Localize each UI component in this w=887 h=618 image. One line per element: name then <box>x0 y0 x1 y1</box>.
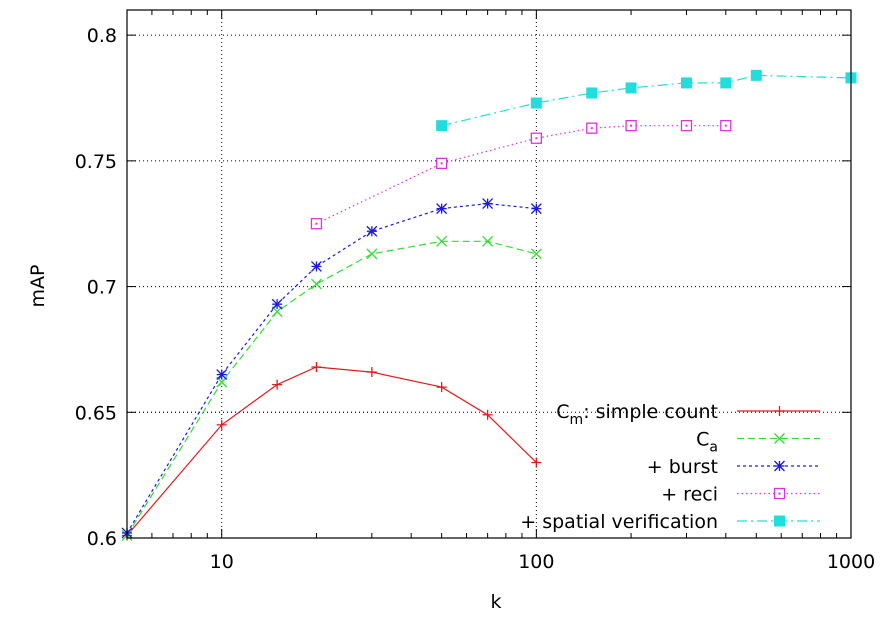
series-3 <box>310 120 732 230</box>
data-point <box>310 218 323 230</box>
data-point <box>720 120 732 132</box>
legend-entry-3: + reci <box>661 484 820 506</box>
y-tick-label: 0.7 <box>87 277 117 299</box>
legend-name: + spatial verification <box>520 511 718 533</box>
legend-name: C <box>556 401 569 423</box>
legend-subscript: a <box>709 440 718 456</box>
y-tick-label: 0.75 <box>75 151 117 173</box>
x-tick-label: 100 <box>518 551 554 573</box>
legend-entry-0: Cm: simple count <box>556 401 820 428</box>
data-point <box>482 198 494 210</box>
data-point <box>436 382 447 393</box>
data-point <box>720 77 732 89</box>
data-point <box>216 419 227 430</box>
legend-name: + burst <box>647 456 718 478</box>
legend-label: Ca <box>696 429 718 456</box>
series-line <box>126 202 537 534</box>
data-point <box>530 132 543 144</box>
data-point <box>366 225 378 237</box>
data-point <box>625 82 637 94</box>
legend-suffix: : simple count <box>583 401 718 423</box>
legend-label: + reci <box>661 484 718 506</box>
data-point <box>311 362 322 373</box>
legend-name: C <box>696 429 709 451</box>
legend-entry-1: Ca <box>696 429 820 456</box>
data-point <box>680 77 692 89</box>
data-point <box>586 87 598 99</box>
data-point <box>435 157 448 170</box>
data-point <box>531 457 542 468</box>
data-point <box>586 122 598 134</box>
legend-label: Cm: simple count <box>556 401 718 428</box>
series-0 <box>122 362 542 541</box>
series-line <box>126 240 537 536</box>
legend-name: + reci <box>661 484 718 506</box>
legend-marker <box>773 487 786 500</box>
series-line <box>126 366 537 536</box>
data-point <box>530 248 542 260</box>
data-point <box>310 278 322 290</box>
data-point <box>436 120 448 132</box>
legend-marker <box>774 406 785 416</box>
legend-label: + burst <box>647 456 718 478</box>
y-tick-label: 0.8 <box>87 25 117 47</box>
data-point <box>436 235 448 247</box>
data-point <box>625 120 637 132</box>
legend-marker <box>774 433 785 444</box>
data-point <box>482 235 494 247</box>
series-4 <box>436 69 857 132</box>
x-tick-label: 10 <box>210 551 234 573</box>
data-point <box>310 260 322 272</box>
y-tick-label: 0.65 <box>75 402 117 424</box>
data-point <box>680 120 693 132</box>
data-point <box>436 203 448 215</box>
legend-subscript: m <box>570 412 584 428</box>
legend-marker <box>774 460 785 472</box>
legend-entry-4: + spatial verification <box>520 511 820 533</box>
data-point <box>750 69 762 81</box>
data-point <box>271 298 283 310</box>
x-axis-label: k <box>490 591 501 613</box>
data-point <box>272 379 283 390</box>
data-point <box>366 248 378 260</box>
y-tick-label: 0.6 <box>87 528 117 550</box>
data-point <box>366 367 377 378</box>
legend-label: + spatial verification <box>520 511 718 533</box>
axes: 0.6 0.65 0.7 0.75 0.8 10 100 1000 <box>75 9 875 573</box>
data-point <box>530 97 542 109</box>
series-layer <box>121 69 857 541</box>
legend-marker <box>774 515 785 527</box>
data-point <box>530 203 542 215</box>
data-point <box>216 369 228 381</box>
legend-entry-2: + burst <box>647 456 820 478</box>
plot-frame <box>126 9 852 539</box>
x-tick-label: 1000 <box>827 551 875 573</box>
data-point <box>482 409 493 420</box>
y-axis-label: mAP <box>27 265 49 308</box>
